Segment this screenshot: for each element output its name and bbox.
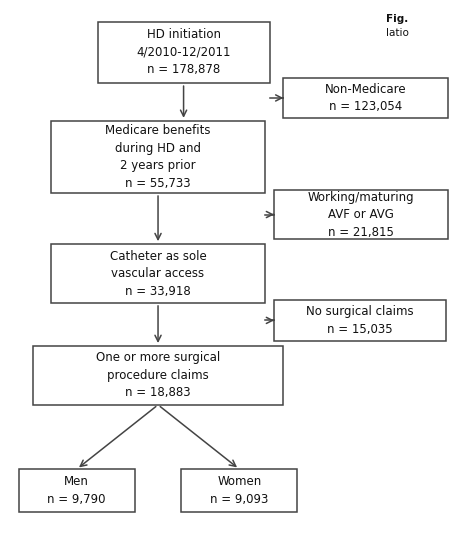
FancyBboxPatch shape xyxy=(274,300,446,340)
Text: latio: latio xyxy=(386,28,409,38)
Text: Women
n = 9,093: Women n = 9,093 xyxy=(210,475,268,506)
Text: One or more surgical
procedure claims
n = 18,883: One or more surgical procedure claims n … xyxy=(96,351,220,399)
FancyBboxPatch shape xyxy=(51,121,265,193)
Text: Medicare benefits
during HD and
2 years prior
n = 55,733: Medicare benefits during HD and 2 years … xyxy=(105,124,211,190)
FancyBboxPatch shape xyxy=(51,244,265,303)
Text: Working/maturing
AVF or AVG
n = 21,815: Working/maturing AVF or AVG n = 21,815 xyxy=(308,190,415,238)
Text: Non-Medicare
n = 123,054: Non-Medicare n = 123,054 xyxy=(325,83,407,113)
FancyBboxPatch shape xyxy=(181,469,297,512)
FancyBboxPatch shape xyxy=(283,78,448,118)
Text: Men
n = 9,790: Men n = 9,790 xyxy=(47,475,106,506)
FancyBboxPatch shape xyxy=(274,190,448,238)
FancyBboxPatch shape xyxy=(18,469,135,512)
FancyBboxPatch shape xyxy=(33,346,283,405)
Text: No surgical claims
n = 15,035: No surgical claims n = 15,035 xyxy=(306,305,414,336)
FancyBboxPatch shape xyxy=(98,21,270,83)
Text: Fig.: Fig. xyxy=(386,14,408,24)
Text: HD initiation
4/2010-12/2011
n = 178,878: HD initiation 4/2010-12/2011 n = 178,878 xyxy=(137,28,231,77)
Text: Catheter as sole
vascular access
n = 33,918: Catheter as sole vascular access n = 33,… xyxy=(109,249,206,298)
